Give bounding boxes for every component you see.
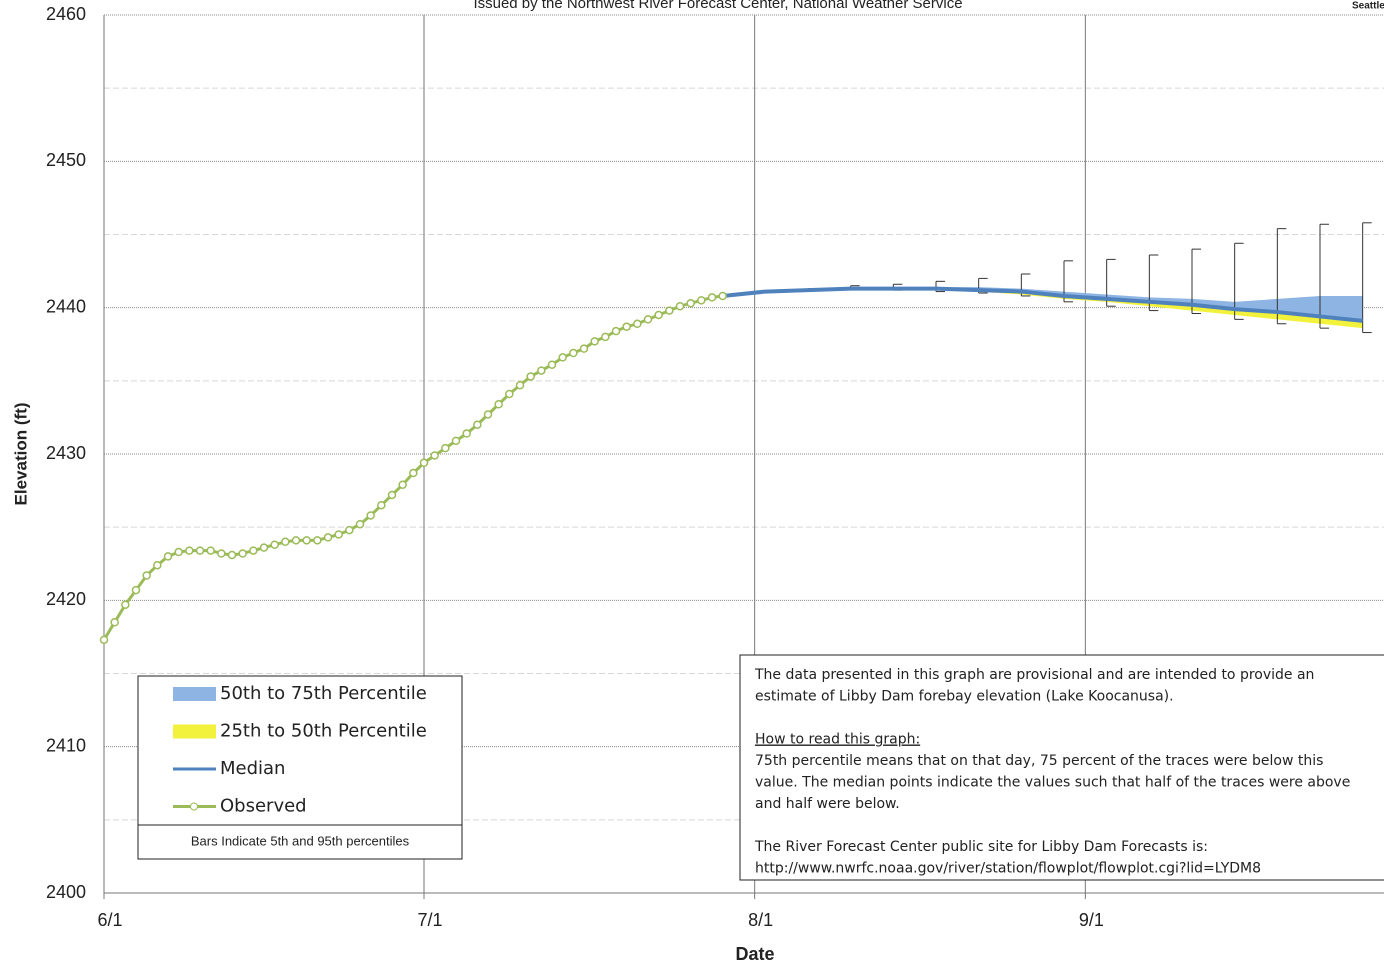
observed-point (366, 511, 375, 520)
observed-point (526, 372, 535, 381)
observed-point (643, 315, 653, 324)
note-box (739, 654, 1384, 881)
observed-point (281, 537, 290, 547)
observed-point (537, 366, 546, 375)
x-tick-label: 9/1 (1079, 910, 1104, 930)
legend-label: Observed (220, 796, 307, 817)
observed-point (377, 500, 386, 510)
note-line: The River Forecast Center public site fo… (754, 839, 1208, 855)
note-line: value. The median points indicate the va… (755, 775, 1350, 791)
observed-point (515, 380, 525, 390)
observed-point (345, 525, 354, 535)
observed-point (313, 536, 322, 545)
observed-point (131, 585, 141, 595)
observed-point (217, 549, 226, 558)
y-axis-label: Elevation (ft) (11, 403, 30, 506)
observed-point (622, 322, 631, 331)
observed-point (611, 326, 621, 336)
legend-note: Bars Indicate 5th and 95th percentiles (191, 833, 410, 848)
observed-point (494, 399, 503, 409)
observed-point (473, 420, 482, 429)
y-tick-label: 2420 (46, 589, 86, 609)
observed-point (558, 353, 567, 362)
observed-point (249, 546, 258, 555)
observed-point (451, 436, 461, 446)
y-tick-label: 2450 (46, 150, 86, 170)
x-axis-label: Date (735, 944, 774, 964)
observed-point (675, 301, 685, 311)
corner-text: Seattle (1352, 1, 1384, 12)
observed-point (355, 519, 365, 529)
observed-point (323, 533, 333, 542)
observed-point (270, 540, 279, 549)
observed-point (185, 546, 194, 555)
note-line: and half were below. (755, 796, 900, 812)
observed-point (291, 536, 301, 545)
observed-point (483, 410, 493, 419)
y-tick-label: 2410 (46, 735, 86, 755)
note-line: 75th percentile means that on that day, … (755, 753, 1323, 769)
legend-swatch (173, 687, 216, 701)
note: The data presented in this graph are pro… (739, 654, 1384, 881)
observed-point (665, 306, 674, 315)
observed-point (121, 600, 130, 609)
y-tick-label: 2400 (46, 882, 86, 902)
y-tick-label: 2430 (46, 443, 86, 463)
observed-point (174, 547, 183, 557)
legend-swatch (173, 724, 216, 739)
observed-point (387, 490, 397, 500)
observed-point (419, 458, 429, 468)
percentile-band (722, 288, 1363, 329)
note-line: estimate of Libby Dam forebay elevation … (755, 689, 1174, 705)
x-tick-label: 8/1 (748, 910, 773, 930)
legend-marker (190, 802, 198, 811)
observed-point (195, 546, 205, 555)
observed-point (601, 332, 610, 342)
observed-point (398, 480, 407, 489)
observed-line (102, 294, 723, 641)
observed-point (441, 443, 450, 453)
observed-point (99, 635, 109, 645)
x-tick-label: 6/1 (97, 910, 122, 930)
observed-point (462, 429, 471, 438)
y-tick-label: 2460 (46, 4, 86, 24)
observed-point (633, 319, 642, 329)
chart-subtitle: Issued by the Northwest River Forecast C… (473, 0, 962, 12)
observed-point (569, 348, 578, 358)
legend-label: 25th to 50th Percentile (220, 721, 427, 742)
observed-point (206, 546, 215, 555)
note-line: http://www.nwrfc.noaa.gov/river/station/… (755, 861, 1261, 877)
observed-point (718, 291, 727, 301)
observed-point (579, 344, 589, 353)
observed-point (409, 468, 418, 478)
legend-label: 50th to 75th Percentile (220, 683, 427, 704)
median-line (722, 286, 1363, 323)
observed-point (654, 310, 663, 320)
observed-point (163, 552, 173, 561)
observed-point (227, 550, 237, 560)
observed-point (590, 337, 599, 346)
observed-point (697, 296, 706, 305)
observed-point (259, 543, 269, 552)
observed-point (686, 299, 695, 308)
observed-point (153, 560, 162, 570)
observed-point (547, 360, 557, 369)
legend-label: Median (220, 758, 285, 779)
observed-point (142, 571, 151, 580)
observed-point (302, 536, 311, 545)
observed-point (707, 293, 717, 302)
note-line: The data presented in this graph are pro… (754, 667, 1314, 683)
note-line: How to read this graph: (755, 732, 920, 748)
observed-point (430, 451, 439, 460)
plot (99, 222, 1372, 645)
y-tick-label: 2440 (46, 296, 86, 316)
observed-point (238, 549, 247, 558)
x-tick-label: 7/1 (417, 910, 442, 930)
observed-point (110, 618, 119, 627)
legend: 50th to 75th Percentile 25th to 50th Perc… (137, 675, 463, 860)
observed-point (505, 389, 514, 399)
observed-point (334, 530, 343, 539)
